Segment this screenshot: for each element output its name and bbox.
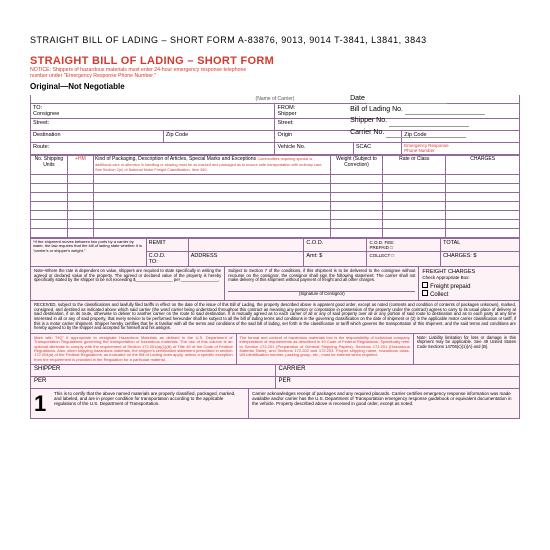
consignor-sig[interactable]: (Signature of Consignor)	[228, 291, 415, 297]
col-rate: Rate or Class	[383, 156, 446, 175]
shipper-per[interactable]: PER	[30, 377, 276, 389]
shipper-no-field[interactable]	[389, 115, 469, 126]
codto: C.O.D.TO:	[146, 252, 188, 267]
remit-label: REMIT	[146, 239, 188, 252]
collect-checkbox[interactable]	[422, 290, 428, 296]
codfee: C.O.D. FEE:PREPAID □	[367, 239, 441, 252]
col-charges: CHARGES	[446, 156, 520, 175]
total-label: TOTAL	[441, 239, 520, 252]
liability-note: Note: Liability limitation for loss or d…	[414, 334, 520, 365]
prepaid-checkbox[interactable]	[422, 282, 428, 288]
col-units: No. Shipping Units	[31, 156, 68, 175]
emergency-phone[interactable]: Emergency ResponsePhone Number	[402, 142, 520, 154]
cert-carrier: Carrier acknowledges receipt of packages…	[249, 389, 520, 419]
shipper-label: Shipper	[277, 111, 296, 117]
section7: Subject to Section 7 of the conditions, …	[225, 267, 419, 301]
destination[interactable]: Destination	[31, 130, 164, 142]
col-hm: +HM	[67, 156, 93, 175]
notice-text: NOTICE: Shippers of hazardous materials …	[30, 68, 260, 80]
zip-to[interactable]: Zip Code	[163, 130, 275, 142]
vehicle-no[interactable]: Vehicle No.	[275, 142, 353, 154]
carrier-field[interactable]: CARRIER	[276, 365, 521, 377]
bol-field[interactable]	[405, 104, 485, 115]
hazmat-right: The format and content of hazardous mate…	[237, 334, 414, 365]
original-label: Original—Not Negotiable	[30, 82, 520, 91]
shipper-field[interactable]: SHIPPER	[30, 365, 276, 377]
form-codes: STRAIGHT BILL OF LADING – SHORT FORM A-8…	[30, 35, 520, 45]
col-weight: Weight (Subject to Correction)	[330, 156, 383, 175]
carrier-no-field[interactable]	[386, 127, 466, 138]
hazmat-left: Mark with "HQ" if appropriate to designa…	[30, 334, 237, 365]
bol-label: Bill of Lading No.	[350, 104, 403, 115]
remit-to[interactable]	[188, 239, 304, 252]
r1c1[interactable]	[31, 175, 68, 184]
street-to[interactable]: Street:	[31, 118, 275, 130]
total-charges[interactable]: CHARGES: $	[441, 252, 520, 267]
consignee-label: Consignee	[33, 111, 59, 117]
cod-label: C.O.D.	[304, 239, 367, 252]
carrier-no-label: Carrier No.	[350, 127, 384, 138]
cod-amt[interactable]: Amt: $	[304, 252, 367, 267]
page-title: STRAIGHT BILL OF LADING – SHORT FORM	[30, 55, 520, 67]
cod-address[interactable]: ADDRESS	[188, 252, 304, 267]
col-desc: Kind of Packaging, Description of Articl…	[94, 156, 331, 175]
shipper-no-label: Shipper No.	[350, 115, 387, 126]
cert-shipper: 1This is to certify that the above named…	[30, 389, 249, 419]
collect-box[interactable]: COLLECT □	[367, 252, 441, 267]
carrier-per[interactable]: PER	[276, 377, 521, 389]
doc-numbers: Date Bill of Lading No. Shipper No. Carr…	[350, 93, 485, 138]
date-field[interactable]	[367, 93, 447, 104]
received-clause: RECEIVED, subject to the classifications…	[30, 301, 520, 334]
port-note: *If the shipment moves between two ports…	[31, 239, 147, 267]
value-declare: Note–Where the rate is dependent on valu…	[30, 267, 225, 301]
freight-charges-box: FREIGHT CHARGES Check Appropriate Box: F…	[419, 267, 520, 301]
route[interactable]: Route:	[31, 142, 275, 154]
date-label: Date	[350, 93, 365, 104]
scac[interactable]: SCAC	[353, 142, 401, 154]
